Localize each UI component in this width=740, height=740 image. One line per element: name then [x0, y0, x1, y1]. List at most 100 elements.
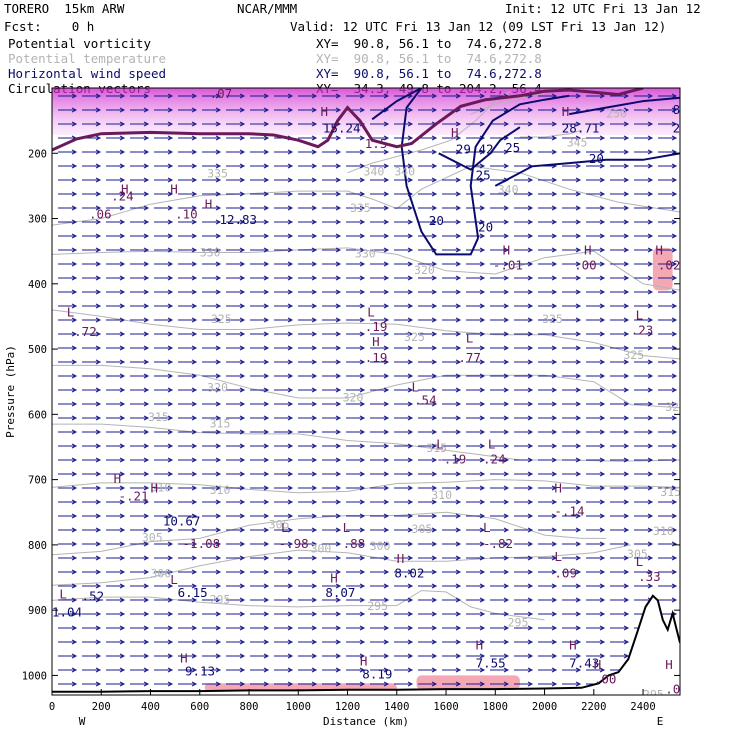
vector-head-1033 [527, 639, 534, 645]
vector-head-114 [311, 149, 318, 155]
vector-head-84 [215, 135, 222, 141]
x-axis-label: Distance (km) [323, 715, 409, 728]
vector-head-191 [287, 191, 294, 197]
vector-head-1057 [479, 653, 486, 659]
vector-head-237 [143, 219, 150, 225]
vector-head-120 [455, 149, 462, 155]
vector-head-248 [407, 219, 414, 225]
vector-head-866 [263, 555, 270, 561]
vector-head-543 [623, 373, 630, 379]
vector-head-496 [119, 359, 126, 365]
vector-head-759 [191, 499, 198, 505]
vector-head-744 [455, 485, 462, 491]
theta-label-23: 310 [431, 488, 452, 502]
vector-head-253 [527, 219, 534, 225]
vector-head-808 [119, 527, 126, 533]
vector-head-598 [71, 415, 78, 421]
vector-head-489 [575, 345, 582, 351]
y-tick-label-6: 800 [28, 540, 47, 552]
vector-head-612 [407, 415, 414, 421]
vector-head-786 [215, 513, 222, 519]
vector-head-724 [599, 471, 606, 477]
vector-head-634 [311, 429, 318, 435]
vector-head-57 [191, 121, 198, 127]
vector-head-482 [407, 345, 414, 351]
vector-head-194 [359, 191, 366, 197]
vector-head-907 [623, 569, 630, 575]
vector-head-816 [311, 527, 318, 533]
vector-head-747 [527, 485, 534, 491]
vector-head-291 [191, 247, 198, 253]
theta-label-20: 315 [660, 485, 681, 499]
vector-head-368 [167, 289, 174, 295]
vector-head-801 [575, 513, 582, 519]
vector-head-437 [575, 317, 582, 323]
vector-head-1098 [215, 681, 222, 687]
pv-label-25: .00 [665, 682, 688, 697]
vector-head-499 [191, 359, 198, 365]
vector-head-446 [167, 331, 174, 337]
theta-label-16: 320 [665, 400, 686, 414]
vector-head-701 [671, 457, 678, 463]
vector-head-880 [599, 555, 606, 561]
vector-head-885 [95, 569, 102, 575]
vector-head-480 [359, 345, 366, 351]
vector-head-6 [215, 93, 222, 99]
vector-head-207 [671, 191, 678, 197]
vector-head-928 [503, 583, 510, 589]
vector-head-11 [335, 93, 342, 99]
vector-head-33 [239, 107, 246, 113]
y-tick-label-1: 300 [28, 214, 47, 226]
vector-head-995 [239, 625, 246, 631]
vector-head-997 [287, 625, 294, 631]
vector-head-946 [311, 597, 318, 603]
vector-head-502 [263, 359, 270, 365]
vector-head-188 [215, 191, 222, 197]
vector-head-638 [407, 429, 414, 435]
vector-head-951 [431, 597, 438, 603]
vector-head-564 [503, 387, 510, 393]
vector-head-913 [143, 583, 150, 589]
vector-head-369 [191, 289, 198, 295]
vector-head-75 [623, 121, 630, 127]
vector-head-690 [407, 457, 414, 463]
vector-head-734 [215, 485, 222, 491]
vector-head-908 [647, 569, 654, 575]
vector-head-838 [215, 541, 222, 547]
pv-label-3: .06 [89, 207, 112, 222]
vector-head-462 [551, 331, 558, 337]
vector-head-990 [119, 625, 126, 631]
vector-head-45 [527, 107, 534, 113]
vector-head-356 [503, 275, 510, 281]
vector-head-902 [503, 569, 510, 575]
vector-head-939 [143, 597, 150, 603]
vector-head-726 [647, 471, 654, 477]
vector-head-762 [263, 499, 270, 505]
vector-head-721 [527, 471, 534, 477]
vector-head-806 [71, 527, 78, 533]
vector-head-652 [119, 443, 126, 449]
vector-head-614 [455, 415, 462, 421]
vector-head-539 [527, 373, 534, 379]
vector-head-980 [503, 611, 510, 617]
vector-head-491 [623, 345, 630, 351]
vector-head-395 [191, 303, 198, 309]
vector-head-994 [215, 625, 222, 631]
legend-pv-xy: XY= 90.8, 56.1 to 74.6,272.8 [316, 36, 542, 51]
plot-clip-group: 335 340 340 340 345 250 335 330 330 320 325 325 325 3… [52, 88, 688, 697]
vector-head-397 [239, 303, 246, 309]
vector-head-932 [599, 583, 606, 589]
vector-head-918 [263, 583, 270, 589]
vector-head-1003 [431, 625, 438, 631]
vector-head-629 [191, 429, 198, 435]
pv-label-23: .33 [638, 569, 661, 584]
vector-head-365 [95, 289, 102, 295]
vector-head-891 [239, 569, 246, 575]
vector-head-836 [167, 541, 174, 547]
vector-head-719 [479, 471, 486, 477]
vector-head-401 [335, 303, 342, 309]
vector-head-812 [215, 527, 222, 533]
vector-head-510 [455, 359, 462, 365]
vector-head-1055 [431, 653, 438, 659]
vector-head-481 [383, 345, 390, 351]
